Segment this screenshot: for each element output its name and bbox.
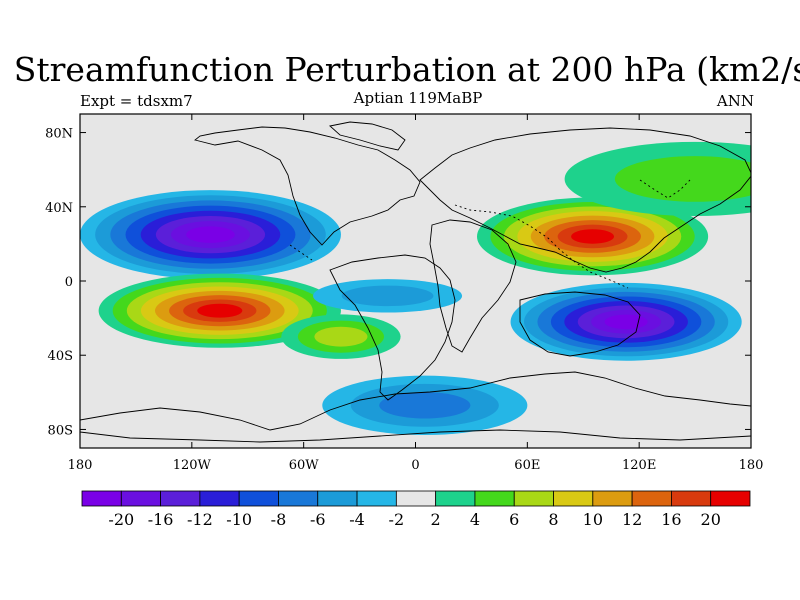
x-tick-label: 0 <box>411 458 419 473</box>
colorbar-swatch <box>238 490 279 507</box>
anomaly-asia-high <box>477 197 709 276</box>
coastline-eurasia <box>419 127 751 273</box>
colorbar-swatch <box>631 490 672 507</box>
colorbar-swatch <box>160 490 201 507</box>
colorbar-label: -20 <box>108 510 134 529</box>
colorbar-swatch <box>671 490 712 507</box>
colorbar-label: -4 <box>349 510 365 529</box>
colorbar-label: -10 <box>226 510 252 529</box>
colorbar-swatch <box>356 490 397 507</box>
colorbar-swatch <box>395 490 437 507</box>
colorbar-label: 6 <box>509 510 519 529</box>
colorbar-swatch <box>199 490 240 507</box>
colorbar-swatch <box>513 490 554 507</box>
coastline-south-america <box>329 254 456 401</box>
colorbar-swatch <box>592 490 633 507</box>
anomaly-south-atlantic-low <box>312 279 463 313</box>
contour-band <box>314 326 368 347</box>
colorbar-label: -16 <box>148 510 174 529</box>
coastline-island-arc <box>454 204 629 289</box>
x-tick-label: 120W <box>173 458 212 473</box>
colorbar-label: 2 <box>431 510 441 529</box>
axis-ticks: 180 120W 60W 0 60E 120E 180 80N 40N 0 40S 80S <box>45 114 763 473</box>
anomaly-north-pacific-low <box>80 190 341 280</box>
coastline-africa <box>429 219 517 353</box>
colorbar-swatch <box>553 490 594 507</box>
colorbar-label: -6 <box>310 510 326 529</box>
coastline-island-arc-3 <box>289 244 313 261</box>
colorbar-label: -2 <box>389 510 405 529</box>
colorbar-label: -8 <box>271 510 287 529</box>
y-tick-label: 80N <box>45 127 73 142</box>
colorbar-swatch <box>710 490 751 507</box>
period-label: Aptian 119MaBP <box>353 89 483 107</box>
anomaly-atlantic-south-high <box>281 314 401 359</box>
coastline-north-america <box>194 126 421 246</box>
contour-band <box>614 156 751 202</box>
continent-outlines <box>80 121 751 443</box>
y-tick-label: 80S <box>48 423 73 438</box>
coastline-arctic-islands <box>329 121 406 151</box>
contour-band <box>197 303 243 318</box>
plot-title: Streamfunction Perturbation at 200 hPa (… <box>13 50 800 89</box>
x-tick-label: 180 <box>68 458 93 473</box>
x-tick-label: 60W <box>289 458 320 473</box>
colorbar-label: 20 <box>701 510 721 529</box>
coastline-antarctica-2 <box>80 429 751 443</box>
anomaly-north-pacific-east-high <box>564 141 751 217</box>
colorbar-label: 4 <box>470 510 480 529</box>
x-tick-label: 60E <box>514 458 540 473</box>
colorbar-swatch <box>435 490 476 507</box>
colorbar-swatch <box>278 490 319 507</box>
experiment-label: Expt = tdsxm7 <box>80 92 193 110</box>
y-tick-label: 40S <box>48 349 73 364</box>
colorbar-swatch <box>317 490 358 507</box>
coastline-antarctica <box>80 371 751 431</box>
coastline-india-australia <box>519 291 641 357</box>
anomaly-south-pacific-high <box>98 273 341 348</box>
contour-field <box>80 141 751 436</box>
colorbar-label: 8 <box>548 510 558 529</box>
anomaly-southern-ocean-low <box>322 375 528 436</box>
season-label: ANN <box>716 92 754 110</box>
colorbar-swatch <box>120 490 161 507</box>
anomaly-indian-ocean-low <box>510 282 742 361</box>
colorbar-label: -12 <box>187 510 213 529</box>
colorbar: -20 -16 -12 -10 -8 -6 -4 -2 2 4 6 8 10 12 16 20 <box>81 490 751 529</box>
contour-band <box>379 392 471 419</box>
colorbar-label: 10 <box>583 510 603 529</box>
contour-band <box>571 229 615 244</box>
x-tick-label: 120E <box>622 458 656 473</box>
colorbar-label: 16 <box>661 510 681 529</box>
x-tick-label: 180 <box>739 458 764 473</box>
colorbar-swatch <box>474 490 515 507</box>
contour-band <box>186 226 235 243</box>
contour-band <box>604 314 648 330</box>
contour-band <box>341 285 434 307</box>
colorbar-label: 12 <box>622 510 642 529</box>
colorbar-swatch <box>81 490 122 507</box>
y-tick-label: 0 <box>65 275 73 290</box>
y-tick-label: 40N <box>45 201 73 216</box>
